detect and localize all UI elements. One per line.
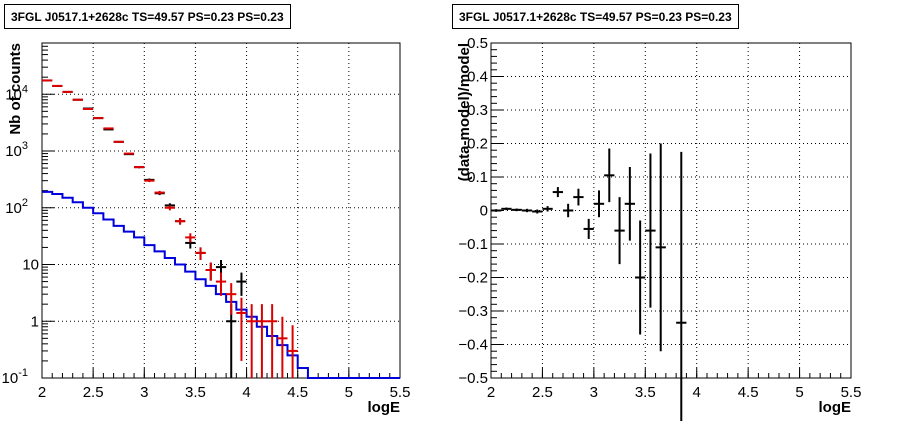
right-y-tick-label: −0.2 [458, 270, 488, 287]
right-y-tick-label: 0.2 [467, 136, 488, 153]
right-y-tick-label: 0.5 [467, 35, 488, 52]
left-model-histogram [42, 190, 400, 379]
right-y-axis-label: (data-model)/model [456, 43, 473, 181]
right-x-tick-label: 4.5 [738, 384, 759, 401]
right-x-tick-label: 4 [693, 384, 701, 401]
right-y-tick-label: 0.1 [467, 169, 488, 186]
left-x-tick-label: 4 [242, 384, 250, 401]
left-x-axis-label: logE [368, 399, 401, 416]
left-plot-frame [41, 42, 401, 379]
left-x-tick-label: 4.5 [287, 384, 308, 401]
right-x-tick-label: 3 [590, 384, 598, 401]
left-y-tick-label: 104 [5, 83, 28, 103]
left-x-tick-label: 5 [345, 384, 353, 401]
right-x-axis-label: logE [819, 399, 852, 416]
left-x-tick-label: 2 [38, 384, 46, 401]
left-y-tick-label: 10-1 [2, 367, 28, 387]
left-y-axis-label: Nb of counts [7, 43, 24, 135]
left-y-tick-label: 102 [5, 197, 28, 217]
right-y-tick-label: 0 [480, 203, 488, 220]
left-x-tick-label: 3 [140, 384, 148, 401]
right-y-tick-label: 0.3 [467, 102, 488, 119]
right-chart-title: 3FGL J0517.1+2628c TS=49.57 PS=0.23 PS=0… [452, 4, 739, 29]
right-x-tick-label: 2.5 [532, 384, 553, 401]
right-y-tick-label: −0.4 [458, 337, 488, 354]
right-y-tick-label: −0.3 [458, 303, 488, 320]
right-y-tick-label: −0.5 [458, 370, 488, 387]
right-x-tick-label: 5 [795, 384, 803, 401]
left-x-tick-label: 3.5 [185, 384, 206, 401]
left-y-tick-label: 10 [22, 257, 39, 274]
right-y-tick-label: 0.4 [467, 69, 488, 86]
right-y-tick-label: −0.1 [458, 236, 488, 253]
left-x-tick-label: 2.5 [83, 384, 104, 401]
right-x-tick-label: 3.5 [635, 384, 656, 401]
right-x-tick-label: 5.5 [841, 384, 862, 401]
left-x-tick-label: 5.5 [390, 384, 411, 401]
left-y-tick-label: 1 [31, 313, 39, 330]
left-y-tick-label: 103 [5, 140, 28, 160]
left-chart-title: 3FGL J0517.1+2628c TS=49.57 PS=0.23 PS=0… [4, 4, 291, 29]
right-x-tick-label: 2 [487, 384, 495, 401]
